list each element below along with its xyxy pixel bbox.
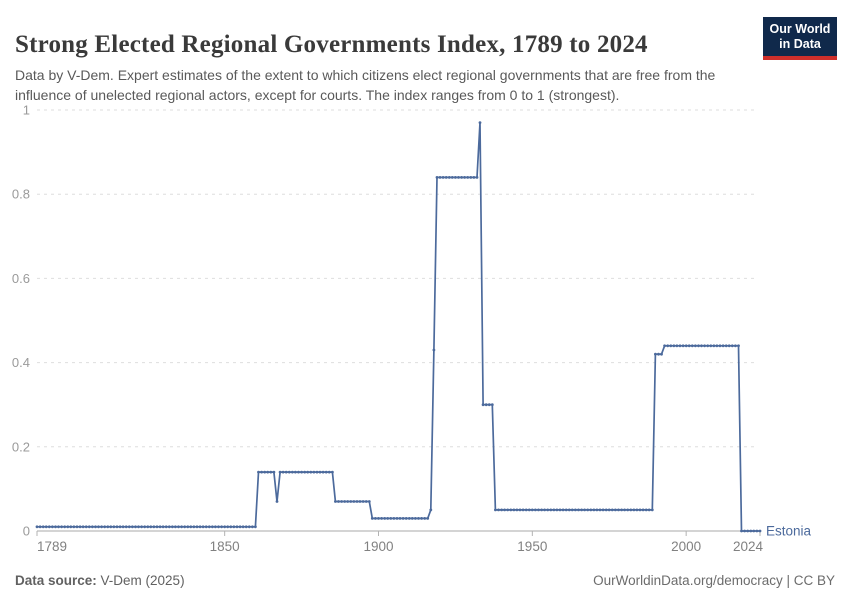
footer-license-link[interactable]: OurWorldinData.org/democracy | CC BY xyxy=(593,573,835,588)
footer-data-source: Data source: V-Dem (2025) xyxy=(15,573,185,588)
owid-logo-line1: Our World xyxy=(769,22,831,36)
y-axis-tick-label: 0.6 xyxy=(12,271,30,286)
data-point-markers xyxy=(35,121,762,533)
y-axis-tick-label: 0 xyxy=(23,524,30,539)
x-axis-tick-label: 1950 xyxy=(517,539,547,554)
footer-source-label: Data source: xyxy=(15,573,97,588)
owid-logo-line2: in Data xyxy=(779,36,821,51)
series-label-estonia[interactable]: Estonia xyxy=(766,524,812,539)
page-footer: Data source: V-Dem (2025) OurWorldinData… xyxy=(15,573,835,588)
chart-subtitle: Data by V-Dem. Expert estimates of the e… xyxy=(15,67,716,103)
x-axis-tick-label: 1850 xyxy=(210,539,240,554)
line-chart-svg: 0 0.2 0.4 0.6 0.8 1 1789 1850 1900 1950 2000 2024Es… xyxy=(12,103,812,555)
owid-logo[interactable]: Our World in Data xyxy=(763,17,837,60)
footer-source-value: V-Dem (2025) xyxy=(96,573,185,588)
x-axis-tick-label: 2000 xyxy=(671,539,701,554)
y-axis-tick-label: 0.8 xyxy=(12,187,30,202)
x-axis-tick-label: 2024 xyxy=(733,539,764,554)
chart-title: Strong Elected Regional Governments Inde… xyxy=(15,30,648,58)
y-axis-tick-label: 1 xyxy=(23,103,30,118)
chart-plot-area: 0 0.2 0.4 0.6 0.8 1 1789 1850 1900 1950 2000 2024 Es… xyxy=(0,95,850,565)
x-axis-tick-label: 1900 xyxy=(363,539,393,554)
y-axis-tick-label: 0.4 xyxy=(12,355,30,370)
x-axis-tick-label: 1789 xyxy=(37,539,67,554)
y-axis-tick-label: 0.2 xyxy=(12,439,30,454)
estonia-line[interactable] xyxy=(36,121,761,532)
